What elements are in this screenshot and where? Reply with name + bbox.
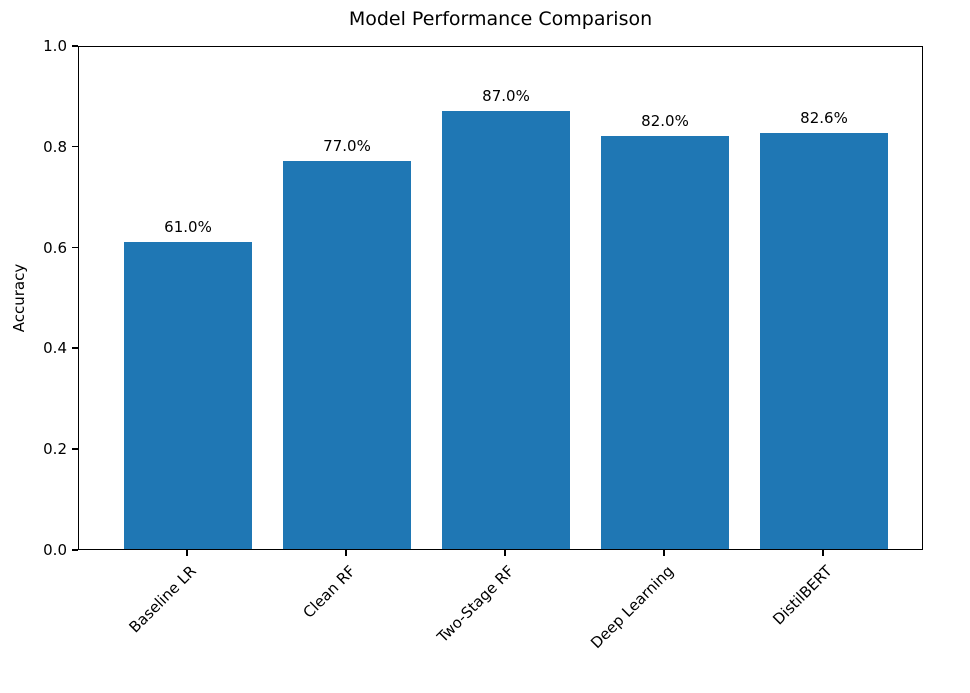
x-tick-mark (822, 550, 824, 556)
x-tick-mark (504, 550, 506, 556)
y-tick-label: 0.2 (43, 440, 67, 459)
plot-area: 61.0% 77.0% 87.0% 82.0% 82.6% (78, 46, 923, 550)
bar-value-label: 82.6% (800, 109, 848, 127)
y-tick-mark (72, 448, 78, 450)
x-tick-label-text: DistilBERT (769, 562, 836, 629)
y-tick-label: 1.0 (43, 37, 67, 55)
y-tick-mark (72, 347, 78, 349)
x-tick-mark (345, 550, 347, 556)
x-tick-label-text: Clean RF (299, 562, 359, 622)
y-tick-label: 0.4 (43, 339, 67, 358)
y-tick-label: 0.0 (43, 541, 67, 559)
y-axis-label: Accuracy (10, 263, 28, 333)
y-tick-mark (72, 246, 78, 249)
y-tick-label: 0.8 (43, 137, 67, 156)
bar-two-stage-rf (442, 111, 570, 549)
bar-distilbert (760, 133, 888, 549)
y-tick-label: 0.6 (43, 238, 67, 257)
bar-value-label: 82.0% (641, 112, 689, 130)
bar-value-label: 87.0% (482, 87, 530, 105)
x-tick-mark (663, 550, 665, 556)
x-tick-label-text: Deep Learning (586, 562, 677, 653)
bar-deep-learning (601, 136, 729, 549)
x-tick-mark (186, 550, 188, 556)
y-tick-mark (72, 145, 78, 148)
chart-title: Model Performance Comparison (348, 8, 653, 30)
x-tick-label-text: Baseline LR (125, 562, 200, 637)
y-tick-mark (72, 549, 78, 551)
bar-value-label: 61.0% (164, 218, 212, 236)
bar-clean-rf (283, 161, 411, 549)
bar-value-label: 77.0% (323, 137, 371, 155)
y-tick-mark (72, 45, 78, 47)
x-tick-label-text: Two-Stage RF (433, 562, 518, 647)
bar-baseline-lr (124, 242, 252, 549)
